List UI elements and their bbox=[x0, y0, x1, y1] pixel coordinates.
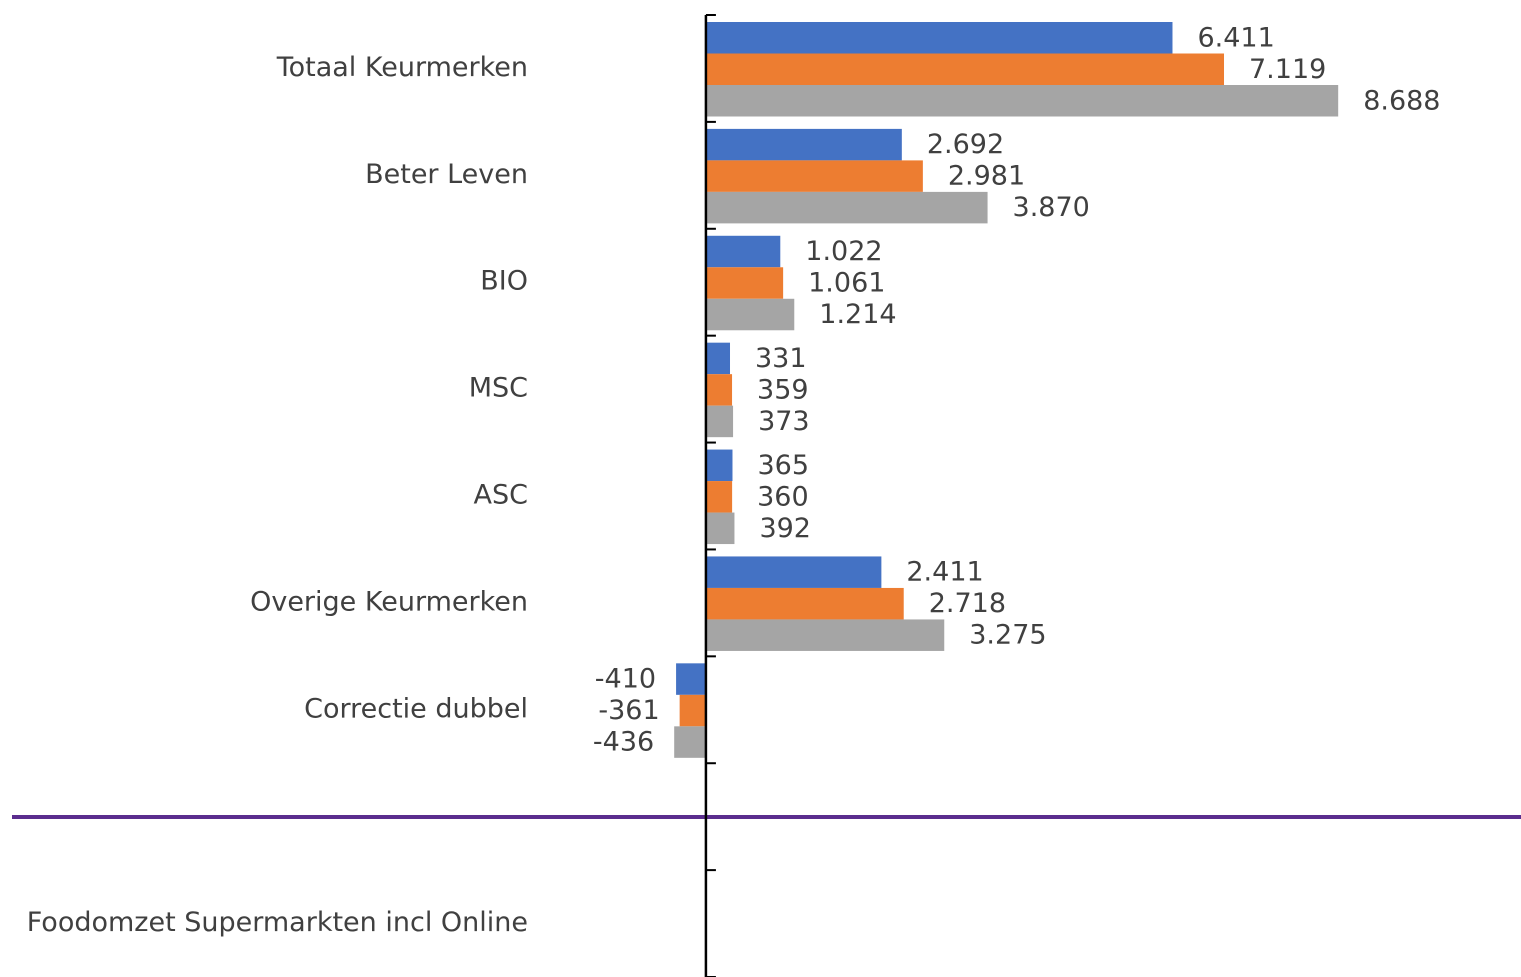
bar bbox=[705, 619, 945, 651]
value-label: 392 bbox=[759, 513, 811, 544]
bar bbox=[705, 160, 923, 192]
value-label: 2.718 bbox=[929, 588, 1006, 619]
bar bbox=[705, 449, 733, 482]
bar bbox=[705, 512, 735, 545]
value-label: -361 bbox=[598, 695, 659, 726]
bar bbox=[705, 267, 784, 299]
value-label: 331 bbox=[755, 343, 807, 374]
value-label: 1.061 bbox=[808, 268, 885, 299]
bar bbox=[705, 191, 988, 224]
value-label: 1.022 bbox=[805, 236, 882, 267]
value-label: 360 bbox=[757, 481, 809, 512]
bar bbox=[676, 663, 706, 695]
value-label: 3.870 bbox=[1013, 192, 1090, 223]
value-label: 365 bbox=[757, 450, 809, 481]
category-label: Correctie dubbel bbox=[304, 693, 528, 724]
bar bbox=[705, 22, 1173, 54]
value-label: -410 bbox=[595, 664, 656, 695]
value-label: 359 bbox=[757, 374, 809, 405]
value-label: 6.411 bbox=[1197, 22, 1274, 53]
bar bbox=[705, 85, 1339, 117]
value-label: 373 bbox=[758, 406, 810, 437]
value-label: 3.275 bbox=[969, 620, 1046, 651]
category-label: ASC bbox=[474, 480, 528, 511]
bar bbox=[705, 342, 731, 375]
value-label: 8.688 bbox=[1363, 85, 1440, 116]
category-label: BIO bbox=[480, 266, 528, 297]
value-label: 2.981 bbox=[948, 161, 1025, 192]
value-label: 2.411 bbox=[906, 557, 983, 588]
bar bbox=[705, 53, 1225, 85]
bar bbox=[705, 405, 734, 438]
category-label: Beter Leven bbox=[365, 159, 528, 190]
category-label: Foodomzet Supermarkten incl Online bbox=[27, 907, 528, 938]
category-label: Totaal Keurmerken bbox=[276, 52, 528, 83]
value-label: 7.119 bbox=[1249, 54, 1326, 85]
bar bbox=[705, 235, 781, 268]
category-label: MSC bbox=[469, 373, 528, 404]
bar bbox=[705, 298, 795, 331]
bar bbox=[705, 587, 904, 620]
bar bbox=[705, 374, 733, 406]
bar bbox=[679, 694, 706, 727]
bar bbox=[705, 128, 902, 161]
value-label: 1.214 bbox=[819, 299, 896, 330]
bar bbox=[705, 556, 882, 588]
bar bbox=[705, 481, 733, 513]
bar bbox=[674, 726, 706, 758]
category-label: Overige Keurmerken bbox=[250, 586, 528, 617]
value-label: -436 bbox=[593, 727, 654, 758]
value-label: 2.692 bbox=[927, 129, 1004, 160]
